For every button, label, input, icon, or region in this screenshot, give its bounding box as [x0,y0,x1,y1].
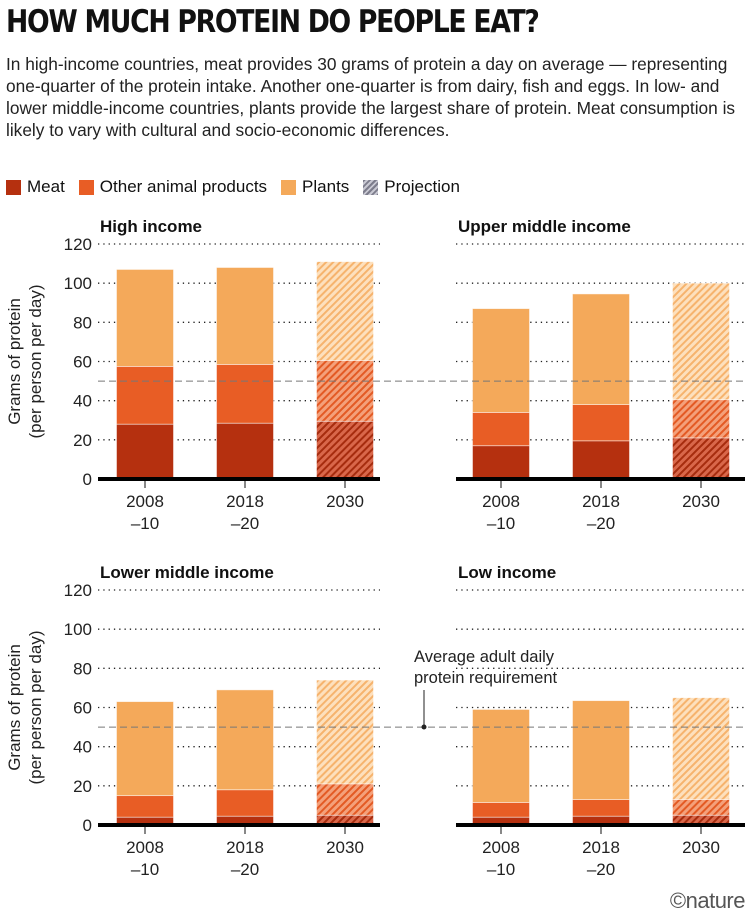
x-tick-label-line2: –20 [231,860,259,879]
bar-plants [216,267,274,365]
bar-plants [116,701,174,797]
y-tick-label: 80 [73,659,92,678]
x-tick-label-line2: –10 [131,514,159,533]
x-tick-label-line2: –10 [131,860,159,879]
page-title: HOW MUCH PROTEIN DO PEOPLE EAT? [6,4,540,40]
legend: Meat Other animal products Plants Projec… [6,177,460,197]
x-tick-label: 2008 [482,492,520,511]
x-tick-label: 2030 [326,492,364,511]
bar-plants [572,293,630,405]
bar-other-animal-products [216,364,274,424]
legend-swatch [6,179,21,195]
legend-item-meat: Meat [6,177,65,197]
bar-meat [116,423,174,480]
x-tick-label-line2: –20 [231,514,259,533]
x-tick-label: 2030 [682,492,720,511]
x-tick-label-line2: –10 [487,514,515,533]
x-tick-label: 2008 [126,492,164,511]
bar-plants [116,269,174,367]
y-tick-label: 60 [73,699,92,718]
x-tick-label: 2018 [226,492,264,511]
bar-other-animal-products [216,789,274,817]
legend-item-projection: Projection [363,177,460,197]
bar-meat [672,437,730,480]
legend-swatch [281,179,297,195]
legend-swatch [363,179,379,195]
y-tick-label: 20 [73,431,92,450]
y-tick-label: 60 [73,353,92,372]
y-axis-label-units: (per person per day) [26,284,45,438]
x-tick-label: 2008 [126,838,164,857]
bar-meat [216,422,274,480]
y-tick-label: 20 [73,777,92,796]
x-tick-label-line2: –20 [587,514,615,533]
y-tick-label: 40 [73,392,92,411]
bar-plants [316,679,374,785]
annotation-line2: protein requirement [414,669,557,687]
chart-title: Low income [458,563,556,582]
bar-other-animal-products [572,404,630,442]
bar-plants [472,308,530,413]
bar-plants [216,689,274,791]
x-tick-label: 2018 [226,838,264,857]
y-axis-label-units: (per person per day) [26,630,45,784]
x-tick-label: 2030 [326,838,364,857]
y-tick-label: 40 [73,738,92,757]
bar-plants [316,261,374,361]
x-tick-label-line2: –20 [587,860,615,879]
x-tick-label: 2030 [682,838,720,857]
bar-meat [316,420,374,480]
y-tick-label: 120 [64,581,92,600]
x-tick-label: 2008 [482,838,520,857]
bar-plants [672,282,730,401]
bar-plants [672,697,730,800]
legend-label: Projection [384,177,460,196]
bar-other-animal-products [472,412,530,447]
bar-plants [572,700,630,800]
legend-swatch [78,179,94,195]
bar-other-animal-products [672,399,730,439]
bar-plants [472,709,530,803]
legend-label: Other animal products [99,177,268,196]
nature-logo: ©nature [669,888,746,913]
bar-other-animal-products [116,365,174,425]
legend-label: Meat [27,177,65,196]
annotation-line1: Average adult daily [414,648,555,666]
y-tick-label: 80 [73,313,92,332]
bar-other-animal-products [572,799,630,817]
y-tick-label: 100 [64,620,92,639]
annotation-dot [421,724,427,730]
bar-other-animal-products [472,802,530,818]
chart-title: High income [100,217,202,236]
bar-other-animal-products [672,799,730,816]
bar-meat [572,440,630,480]
chart-title: Lower middle income [100,563,274,582]
y-tick-label: 120 [64,235,92,254]
x-tick-label: 2018 [582,838,620,857]
bar-meat [472,445,530,480]
y-axis-label: Grams of protein [5,644,24,771]
bar-other-animal-products [316,360,374,422]
subtitle: In high-income countries, meat provides … [6,54,736,140]
y-tick-label: 0 [83,470,92,489]
legend-item-plants: Plants [281,177,349,197]
x-tick-label-line2: –10 [487,860,515,879]
bar-other-animal-products [116,795,174,818]
x-tick-label: 2018 [582,492,620,511]
y-tick-label: 100 [64,274,92,293]
legend-label: Plants [302,177,350,196]
y-axis-label: Grams of protein [5,298,24,425]
legend-item-other: Other animal products [78,177,268,197]
bar-other-animal-products [316,783,374,816]
y-tick-label: 0 [83,816,92,835]
chart-title: Upper middle income [458,217,631,236]
